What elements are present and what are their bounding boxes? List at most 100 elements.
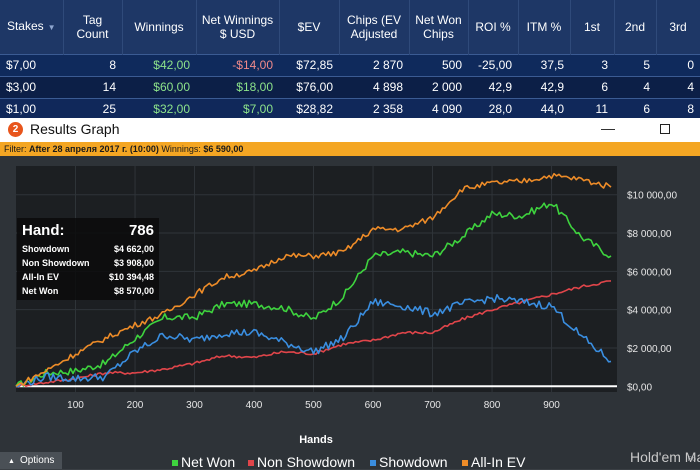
table-cell: $7,00	[196, 97, 279, 120]
maximize-button[interactable]	[660, 124, 670, 134]
column-header-label: 3rd	[669, 19, 687, 34]
options-label: Options	[19, 455, 55, 466]
column-header-label: ROI %	[475, 19, 511, 34]
y-tick-label: $10 000,00	[627, 191, 677, 202]
table-cell: 2 870	[339, 53, 409, 76]
table-cell: $76,00	[279, 75, 339, 98]
x-axis-title: Hands	[299, 434, 333, 446]
table-cell: 4 898	[339, 75, 409, 98]
table-cell: 0	[656, 53, 700, 76]
table-cell: 4 090	[409, 97, 468, 120]
table-cell: $1,00	[0, 97, 63, 120]
legend-swatch	[370, 460, 376, 466]
hud-showdown-label: Showdown	[22, 244, 70, 254]
table-cell: 42,9	[468, 75, 518, 98]
filter-winnings-label: Winnings:	[161, 144, 201, 154]
x-tick-label: 200	[127, 400, 144, 411]
stats-table: Stakes ▼ Tag Count Winnings Net Winnings $ U…	[0, 0, 700, 120]
column-header-9[interactable]: 1st	[570, 0, 615, 54]
filter-winnings-value: $6 590,00	[203, 144, 244, 154]
legend-swatch	[248, 460, 254, 466]
results-chart[interactable]: 100 200 300 400 500 600 700 800 900 $0,00 $2 000,0…	[0, 156, 700, 469]
series-line-all-in-ev	[15, 172, 612, 387]
table-cell: 500	[409, 53, 468, 76]
table-cell: -25,00	[468, 53, 518, 76]
column-header-3[interactable]: Net Winnings $ USD	[196, 0, 280, 54]
window-title: Results Graph	[30, 121, 120, 137]
options-button[interactable]: ▲ Options	[0, 452, 62, 469]
table-row[interactable]: $1,00 25 $32,00 $7,00 $28,82 2 358 4 090 28,0 44…	[0, 97, 700, 120]
table-cell: 42,9	[518, 75, 570, 98]
column-header-5[interactable]: Chips (EV Adjusted	[339, 0, 410, 54]
column-header-11[interactable]: 3rd	[656, 0, 700, 54]
column-header-label: Net Won Chips	[415, 12, 462, 41]
table-cell: 28,0	[468, 97, 518, 120]
table-cell: 44,0	[518, 97, 570, 120]
column-header-1[interactable]: Tag Count	[63, 0, 123, 54]
table-cell: 3	[570, 53, 614, 76]
column-header-0[interactable]: Stakes ▼	[0, 0, 64, 54]
legend-swatch	[172, 460, 178, 466]
column-header-label: ITM %	[526, 19, 562, 34]
x-tick-label: 700	[424, 400, 441, 411]
stats-header-row: Stakes ▼ Tag Count Winnings Net Winnings $ U…	[0, 0, 700, 54]
filter-bar: Filter: After 28 апреля 2017 г. (10:00) …	[0, 142, 700, 156]
title-bar[interactable]: 2 Results Graph —	[0, 118, 700, 142]
x-tick-label: 100	[67, 400, 84, 411]
x-tick-label: 400	[246, 400, 263, 411]
y-tick-label: $2 000,00	[627, 344, 672, 355]
table-cell: 2 358	[339, 97, 409, 120]
minimize-button[interactable]: —	[601, 120, 615, 136]
series-line-showdown	[15, 294, 612, 388]
hud-all-in-ev-value: $10 394,48	[108, 272, 154, 282]
x-tick-label: 800	[484, 400, 501, 411]
x-tick-label: 900	[543, 400, 560, 411]
table-cell: 37,5	[518, 53, 570, 76]
hud-net-won-label: Net Won	[22, 286, 59, 296]
table-cell: 25	[63, 97, 122, 120]
y-tick-label: $0,00	[627, 382, 652, 393]
legend-label: Net Won	[181, 454, 235, 469]
series-line-net-won	[15, 202, 612, 387]
brand-small-text: Po	[687, 456, 696, 463]
hud-all-in-ev-label: All-In EV	[22, 272, 60, 282]
table-cell: 11	[570, 97, 614, 120]
x-tick-label: 300	[186, 400, 203, 411]
column-header-label: Net Winnings $ USD	[201, 12, 274, 41]
column-header-4[interactable]: $EV	[279, 0, 340, 54]
hud-showdown-value: $4 662,00	[113, 244, 154, 254]
table-cell: 6	[614, 97, 656, 120]
column-header-label: Tag Count	[76, 12, 109, 41]
table-cell: $42,00	[122, 53, 196, 76]
table-cell: -$14,00	[196, 53, 279, 76]
hud-net-won-value: $8 570,00	[113, 286, 154, 296]
table-row[interactable]: $3,00 14 $60,00 $18,00 $76,00 4 898 2 000 42,9 4…	[0, 75, 700, 98]
legend-label: Showdown	[379, 454, 448, 469]
table-cell: $18,00	[196, 75, 279, 98]
table-cell: 5	[614, 53, 656, 76]
column-header-8[interactable]: ITM %	[518, 0, 571, 54]
table-cell: $28,82	[279, 97, 339, 120]
column-header-6[interactable]: Net Won Chips	[409, 0, 469, 54]
column-header-2[interactable]: Winnings	[122, 0, 197, 54]
legend-swatch	[462, 460, 468, 466]
table-cell: 8	[656, 97, 700, 120]
table-cell: $32,00	[122, 97, 196, 120]
hud-non-showdown-label: Non Showdown	[22, 258, 90, 268]
chart-svg[interactable]: 100 200 300 400 500 600 700 800 900 $0,00 $2 000,0…	[0, 156, 700, 469]
y-tick-label: $6 000,00	[627, 267, 672, 278]
table-cell: 4	[656, 75, 700, 98]
table-cell: 6	[570, 75, 614, 98]
table-row[interactable]: $7,00 8 $42,00 -$14,00 $72,85 2 870 500 -25,00 3…	[0, 53, 700, 76]
table-cell: $60,00	[122, 75, 196, 98]
x-tick-label: 600	[365, 400, 382, 411]
column-header-label: $EV	[297, 19, 321, 34]
table-cell: $3,00	[0, 75, 63, 98]
column-header-10[interactable]: 2nd	[614, 0, 657, 54]
legend-label: All-In EV	[471, 454, 526, 469]
column-header-label: Chips (EV Adjusted	[346, 12, 402, 41]
column-header-7[interactable]: ROI %	[468, 0, 519, 54]
table-cell: 8	[63, 53, 122, 76]
y-tick-label: $8 000,00	[627, 229, 672, 240]
table-cell: 4	[614, 75, 656, 98]
